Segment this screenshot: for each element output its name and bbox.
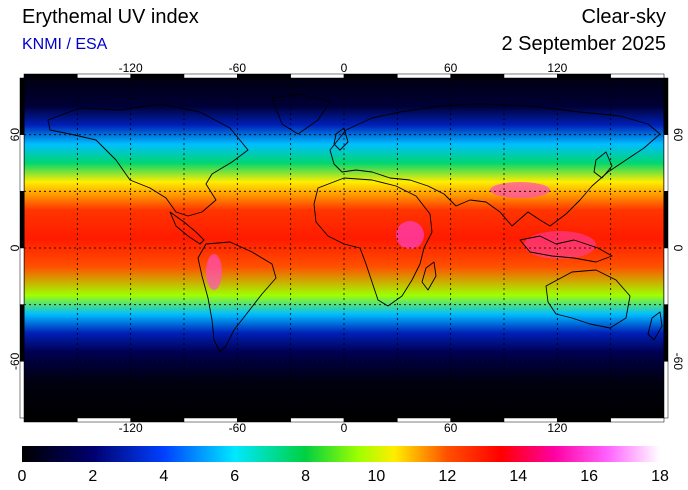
lon-tick-label: 60 (444, 421, 458, 435)
coastline-japan (593, 151, 613, 179)
frame-tick-marks (19, 73, 669, 423)
axis-labels: -120 -120 -60 -60 0 0 60 60 120 120 60 60 0 0 -60 -60 (8, 61, 685, 435)
lat-tick-label-left: 60 (8, 128, 22, 142)
colorbar-tick-label: 12 (438, 468, 456, 485)
frame-tick-segment (663, 361, 669, 419)
colorbar-tick-label: 2 (88, 468, 97, 485)
frame-tick-segment (450, 73, 505, 79)
coastline-greenland (271, 93, 331, 135)
frame-tick-segment (23, 417, 78, 423)
lat-tick-label-left: -60 (8, 352, 22, 370)
colorbar-tick-label: 18 (651, 468, 669, 485)
lon-tick-label: 120 (547, 421, 567, 435)
coastline-africa (313, 177, 433, 307)
frame-tick-segment (19, 247, 25, 305)
coastline-new-zealand (647, 311, 663, 341)
colorbar-tick-label: 6 (230, 468, 239, 485)
frame-tick-segment (610, 73, 665, 79)
uv-hotspot-tibet (490, 182, 550, 198)
coastlines (47, 93, 663, 353)
lon-tick-label: 120 (547, 61, 567, 75)
source-label: KNMI / ESA (22, 36, 108, 53)
lat-tick-label-right: -60 (671, 353, 685, 371)
frame-tick-segment (343, 417, 398, 423)
sky-mode-label: Clear-sky (581, 6, 666, 28)
coastline-central-america (169, 211, 205, 245)
colorbar-tick-label: 4 (159, 468, 168, 485)
uv-hotspot-east-africa (396, 221, 424, 249)
colorbar-tick-label: 16 (580, 468, 598, 485)
lat-tick-label-left: 0 (8, 244, 22, 251)
lon-tick-label: -60 (229, 61, 247, 75)
colorbar-tick-label: 14 (509, 468, 527, 485)
frame-tick-segment (290, 73, 345, 79)
coastline-north-america (47, 103, 249, 217)
frame-tick-segment (397, 417, 451, 423)
frame-tick-segment (663, 77, 669, 135)
frame-tick-segment (19, 191, 25, 249)
colorbar-tick-label: 8 (301, 468, 310, 485)
lon-tick-label: -120 (119, 421, 143, 435)
frame-tick-segment (397, 73, 451, 79)
coastline-south-america (197, 241, 277, 353)
frame-tick-segment (19, 134, 25, 192)
frame-tick-segment (290, 417, 345, 423)
colorbar-labels: 0 2 4 6 8 10 12 14 16 18 (18, 468, 669, 485)
date-label: 2 September 2025 (501, 33, 666, 55)
lon-tick-label: -120 (119, 61, 143, 75)
lat-tick-label-right: 0 (671, 245, 685, 252)
frame-tick-segment (450, 417, 505, 423)
frame-tick-segment (343, 73, 398, 79)
frame-tick-segment (19, 77, 25, 135)
frame-tick-segment (663, 304, 669, 362)
lon-tick-label: 0 (341, 421, 348, 435)
frame-tick-segment (663, 247, 669, 305)
coastline-australia (545, 269, 631, 329)
gridlines (24, 78, 664, 418)
lon-tick-label: -60 (229, 421, 247, 435)
map-title: Erythemal UV index (22, 6, 199, 28)
frame-tick-segment (19, 361, 25, 419)
colorbar-tick-label: 0 (18, 468, 27, 485)
uv-hotspot-andes (206, 254, 222, 290)
lon-tick-label: 60 (444, 61, 458, 75)
frame-tick-segment (23, 73, 78, 79)
coastline-maritime-asia (519, 235, 613, 263)
uv-hotspot-indonesia (524, 231, 596, 259)
coastline-eurasia (329, 103, 661, 227)
frame-tick-segment (663, 191, 669, 249)
coastline-uk (333, 127, 349, 151)
frame-tick-segment (663, 134, 669, 192)
lat-tick-label-right: 60 (671, 128, 685, 142)
colorbar-tick-label: 10 (368, 468, 386, 485)
lon-tick-label: 0 (341, 61, 348, 75)
colorbar (22, 446, 660, 462)
frame-tick-segment (610, 417, 665, 423)
coastline-madagascar (421, 261, 437, 291)
